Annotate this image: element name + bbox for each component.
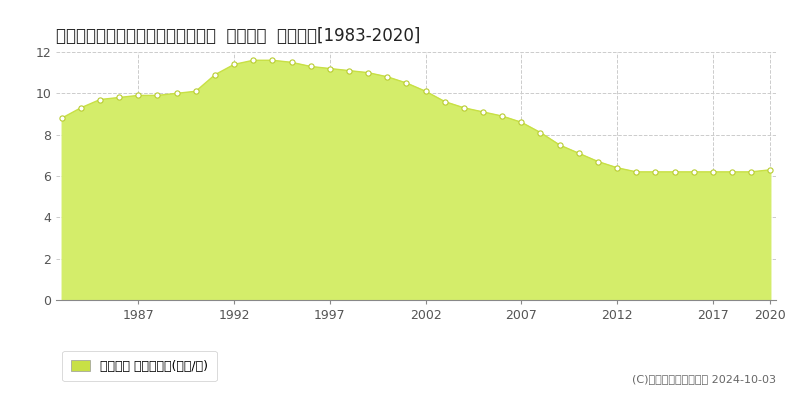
Point (362, 70, 374, 76)
Point (266, 57, 278, 64)
Point (668, 169, 681, 175)
Point (342, 67, 355, 74)
Point (74, 104, 87, 111)
Point (706, 169, 719, 175)
Point (687, 169, 700, 175)
Point (190, 88, 202, 94)
Point (170, 90, 183, 96)
Point (438, 98, 451, 105)
Point (113, 94, 126, 101)
Point (591, 158, 604, 165)
Point (572, 150, 585, 156)
Point (55, 115, 68, 121)
Point (285, 59, 298, 66)
Point (381, 74, 394, 80)
Point (458, 104, 470, 111)
Point (228, 61, 241, 68)
Point (610, 164, 623, 171)
Point (515, 119, 528, 126)
Point (534, 130, 547, 136)
Point (764, 166, 777, 173)
Text: 北海道釧路市昭和町３丁目１４番８  基準地価  地価推移[1983-2020]: 北海道釧路市昭和町３丁目１４番８ 基準地価 地価推移[1983-2020] (56, 27, 420, 45)
Point (132, 92, 145, 98)
Point (477, 109, 490, 115)
Text: (C)土地価格ドットコム 2024-10-03: (C)土地価格ドットコム 2024-10-03 (632, 374, 776, 384)
Point (209, 72, 222, 78)
Point (649, 169, 662, 175)
Point (554, 142, 566, 148)
Point (304, 63, 317, 70)
Point (630, 169, 642, 175)
Point (419, 88, 432, 94)
Point (247, 57, 260, 64)
Point (323, 65, 336, 72)
Point (745, 169, 758, 175)
Point (400, 80, 413, 86)
Legend: 基準地価 平均坪単価(万円/坪): 基準地価 平均坪単価(万円/坪) (62, 351, 217, 381)
Point (496, 113, 509, 119)
Point (151, 92, 164, 98)
Point (726, 169, 738, 175)
Point (94, 96, 106, 103)
